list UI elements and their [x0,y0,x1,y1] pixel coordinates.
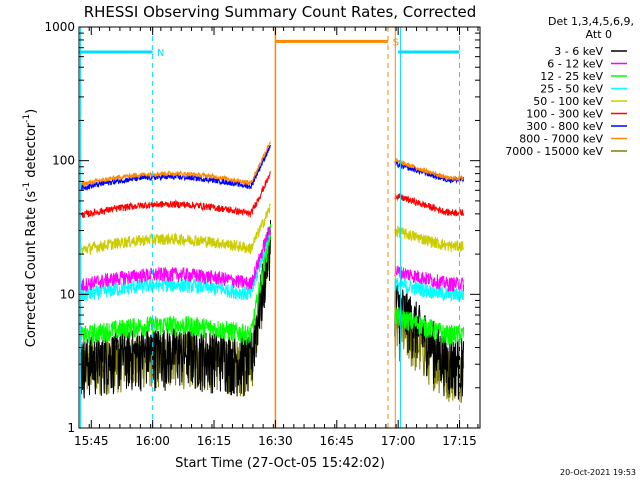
x-tick-label: 17:00 [381,434,416,448]
y-tick-label: 1 [67,421,75,435]
y-tick-label: 1000 [44,20,75,34]
x-tick-label: 15:45 [74,434,109,448]
y-tick-label: 100 [52,154,75,168]
series-line-300-800 [80,145,465,192]
y-axis-label-part2: detector [24,122,39,182]
legend-label: 6 - 12 keV [547,58,603,71]
series-line-50-100 [80,203,464,256]
legend-label: 12 - 25 keV [540,70,603,83]
chart-title: RHESSI Observing Summary Count Rates, Co… [84,3,477,21]
series-line-25-50 [80,227,465,302]
x-tick-label: 16:00 [135,434,170,448]
series-line-100-300 [80,170,465,219]
legend-label: 100 - 300 keV [526,108,603,121]
legend-header-line2: Att 0 [586,28,612,41]
axis-layer: 15:45 16:00 16:15 16:30 16:45 17:00 17:15 1 10 10… [44,20,480,448]
series-line-3-6 [80,220,465,400]
legend-label: 50 - 100 keV [533,95,603,108]
annotation-layer: NS [79,27,461,428]
timestamp: 20-Oct-2021 19:53 [560,468,636,477]
y-axis-label-sup2: -1 [22,114,32,123]
annotation-label: S [393,37,399,48]
x-axis-label: Start Time (27-Oct-05 15:42:02) [175,456,385,471]
x-tick-label: 16:30 [258,434,293,448]
legend-label: 3 - 6 keV [554,45,603,58]
x-tick-label: 17:15 [442,434,477,448]
legend-header-line1: Det 1,3,4,5,6,9, [548,15,634,28]
y-axis-label: Corrected Count Rate (s-1 detector-1) [22,109,39,347]
y-axis-label-part1: Corrected Count Rate (s [24,191,39,348]
y-tick-label: 10 [60,287,75,301]
plot-frame [78,26,481,429]
y-axis-label-part3: ) [24,109,39,114]
data-layer [80,141,465,404]
series-line-800-7000 [80,141,464,188]
series-line-6-12 [80,226,465,292]
series-line-12-25 [80,223,465,347]
y-axis-label-sup1: -1 [22,182,32,191]
legend-label: 800 - 7000 keV [519,133,603,146]
legend-label: 25 - 50 keV [540,83,603,96]
annotation-label: N [157,48,164,59]
x-tick-label: 16:15 [197,434,232,448]
legend-label: 7000 - 15000 keV [505,145,603,158]
legend-label: 300 - 800 keV [526,120,603,133]
x-tick-label: 16:45 [319,434,354,448]
